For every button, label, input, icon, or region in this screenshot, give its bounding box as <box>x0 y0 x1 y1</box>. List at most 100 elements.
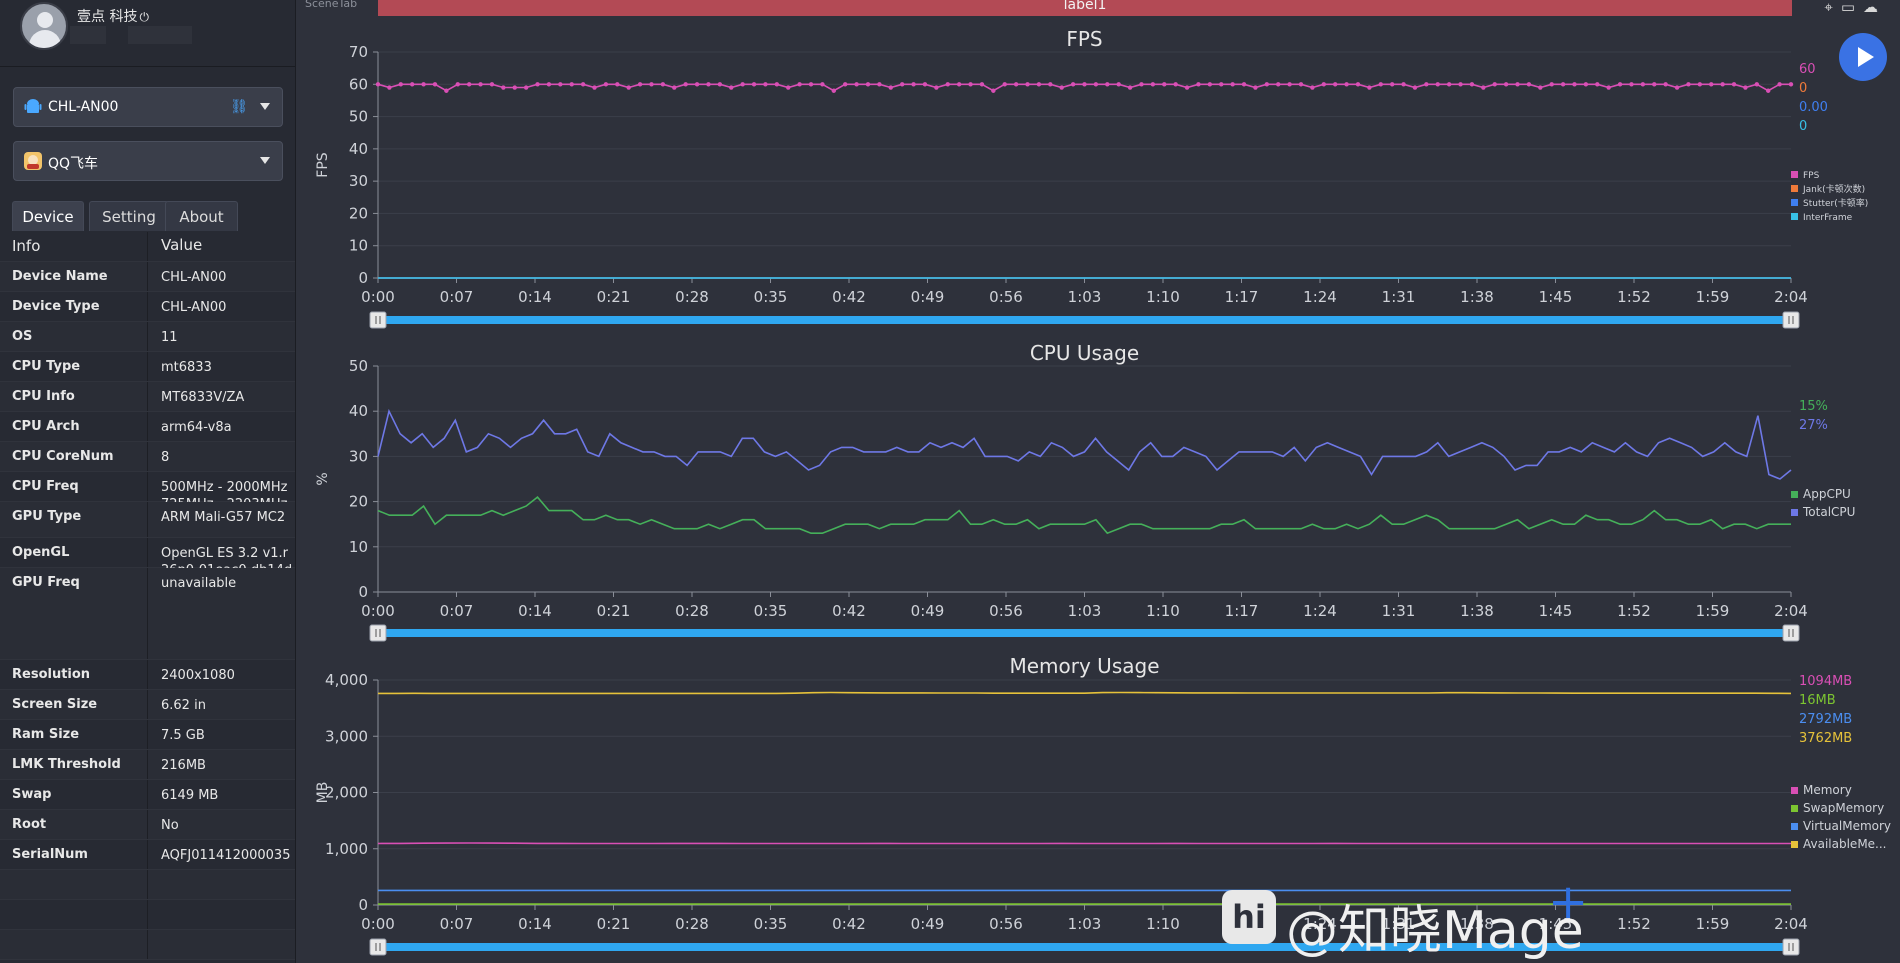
x-tick-label: 0:07 <box>440 602 474 620</box>
data-point <box>854 82 859 87</box>
info-key: OS <box>12 329 33 344</box>
data-point <box>763 82 768 87</box>
x-tick-label: 0:00 <box>361 288 395 306</box>
data-point <box>1743 85 1748 90</box>
data-point <box>1287 82 1292 87</box>
current-value-label: 0.00 <box>1799 100 1828 115</box>
legend-swatch <box>1791 491 1798 498</box>
data-point <box>1526 82 1532 87</box>
x-tick-label: 1:59 <box>1696 288 1730 306</box>
link-icon[interactable]: ⛓ <box>230 99 248 115</box>
data-point <box>421 82 426 87</box>
plus-icon[interactable]: + <box>1548 874 1589 930</box>
avatar[interactable] <box>20 2 68 50</box>
legend-label: Stutter(卡顿率) <box>1803 197 1868 209</box>
info-value: 8 <box>161 450 170 465</box>
data-point <box>1150 82 1156 87</box>
current-value-label: 0 <box>1799 81 1807 96</box>
app-select-value: QQ飞车 <box>48 156 99 172</box>
data-point <box>1549 82 1554 87</box>
play-button[interactable] <box>1839 33 1887 81</box>
data-point <box>865 82 871 87</box>
tab-device[interactable]: Device <box>12 201 84 231</box>
data-point <box>489 82 495 87</box>
tab-about[interactable]: About <box>165 201 238 231</box>
power-icon[interactable]: ⏻ <box>139 10 149 24</box>
info-value: MT6833V/ZA <box>161 390 245 405</box>
data-point <box>945 82 950 87</box>
info-value: 6.62 in <box>161 698 206 713</box>
data-point <box>592 85 597 90</box>
legend-swatch <box>1791 199 1798 206</box>
x-tick-label: 1:10 <box>1146 602 1180 620</box>
tab-label1[interactable]: label1 <box>378 0 1792 16</box>
app-select[interactable]: QQ飞车 <box>13 141 283 181</box>
device-select[interactable]: CHL-AN00 ⛓ <box>13 87 283 127</box>
legend-label: InterFrame <box>1803 213 1853 223</box>
scene-tab[interactable]: SceneTab <box>305 0 358 10</box>
data-point <box>637 82 643 87</box>
data-point <box>1332 82 1338 87</box>
x-tick-label: 1:45 <box>1539 602 1573 620</box>
location-icon[interactable]: ⌖ <box>1824 0 1841 16</box>
data-point <box>1139 82 1144 87</box>
data-point <box>1469 82 1475 87</box>
save-icon[interactable]: ▭ <box>1840 0 1863 16</box>
x-tick-label: 1:38 <box>1460 602 1494 620</box>
table-row: CPU Info MT6833V/ZA <box>0 382 295 412</box>
x-tick-label: 0:42 <box>832 915 866 933</box>
data-point <box>1344 82 1349 87</box>
data-point <box>580 82 586 87</box>
data-point <box>1082 82 1087 87</box>
data-point <box>1492 82 1497 87</box>
data-point <box>1093 82 1099 87</box>
x-tick-label: 1:03 <box>1068 288 1102 306</box>
data-point <box>979 82 985 87</box>
data-point <box>1219 82 1224 87</box>
chart-title: Memory Usage <box>1009 654 1159 678</box>
cloud-icon[interactable]: ☁ <box>1863 0 1886 16</box>
data-point <box>1184 85 1190 90</box>
data-point <box>1310 85 1315 90</box>
data-point <box>1720 82 1725 87</box>
x-tick-label: 1:45 <box>1539 288 1573 306</box>
data-point <box>398 82 403 87</box>
table-row: LMK Threshold 216MB <box>0 750 295 780</box>
user-name: 壹点 科技 <box>77 9 138 25</box>
info-key: Root <box>12 817 47 832</box>
x-tick-label: 0:35 <box>754 602 788 620</box>
data-point <box>1686 82 1691 87</box>
data-point <box>934 85 939 90</box>
legend-label: SwapMemory <box>1803 801 1884 815</box>
info-value: CHL-AN00 <box>161 270 227 285</box>
info-value: mt6833 <box>161 360 212 375</box>
y-tick-label: 3,000 <box>325 727 368 745</box>
data-point <box>1481 85 1486 90</box>
user-profile[interactable]: 壹点 科技 ⏻ <box>20 2 280 62</box>
info-key: Swap <box>12 787 52 802</box>
column-divider <box>147 322 148 351</box>
range-slider-handle <box>369 938 387 956</box>
data-point <box>706 82 711 87</box>
data-point <box>1595 82 1600 87</box>
table-row: Device Name CHL-AN00 <box>0 262 295 292</box>
x-tick-label: 1:31 <box>1382 915 1416 933</box>
info-key: GPU Type <box>12 509 82 524</box>
current-value-label: 16MB <box>1799 693 1836 708</box>
legend-swatch <box>1791 787 1798 794</box>
data-point <box>1196 82 1201 87</box>
x-tick-label: 1:52 <box>1617 288 1651 306</box>
chevron-down-icon <box>260 157 270 164</box>
data-point <box>501 85 506 90</box>
data-point <box>797 82 802 87</box>
header-value: Value <box>161 236 203 254</box>
data-point <box>1446 82 1452 87</box>
x-tick-label: 1:52 <box>1617 915 1651 933</box>
legend-swatch <box>1791 823 1798 830</box>
redacted-block <box>70 26 106 44</box>
data-point <box>1412 85 1418 90</box>
tab-setting[interactable]: Setting <box>89 201 169 231</box>
user-name-wrap: 壹点 科技 ⏻ <box>77 6 149 26</box>
data-point <box>1697 82 1703 87</box>
y-tick-label: 70 <box>349 43 368 61</box>
